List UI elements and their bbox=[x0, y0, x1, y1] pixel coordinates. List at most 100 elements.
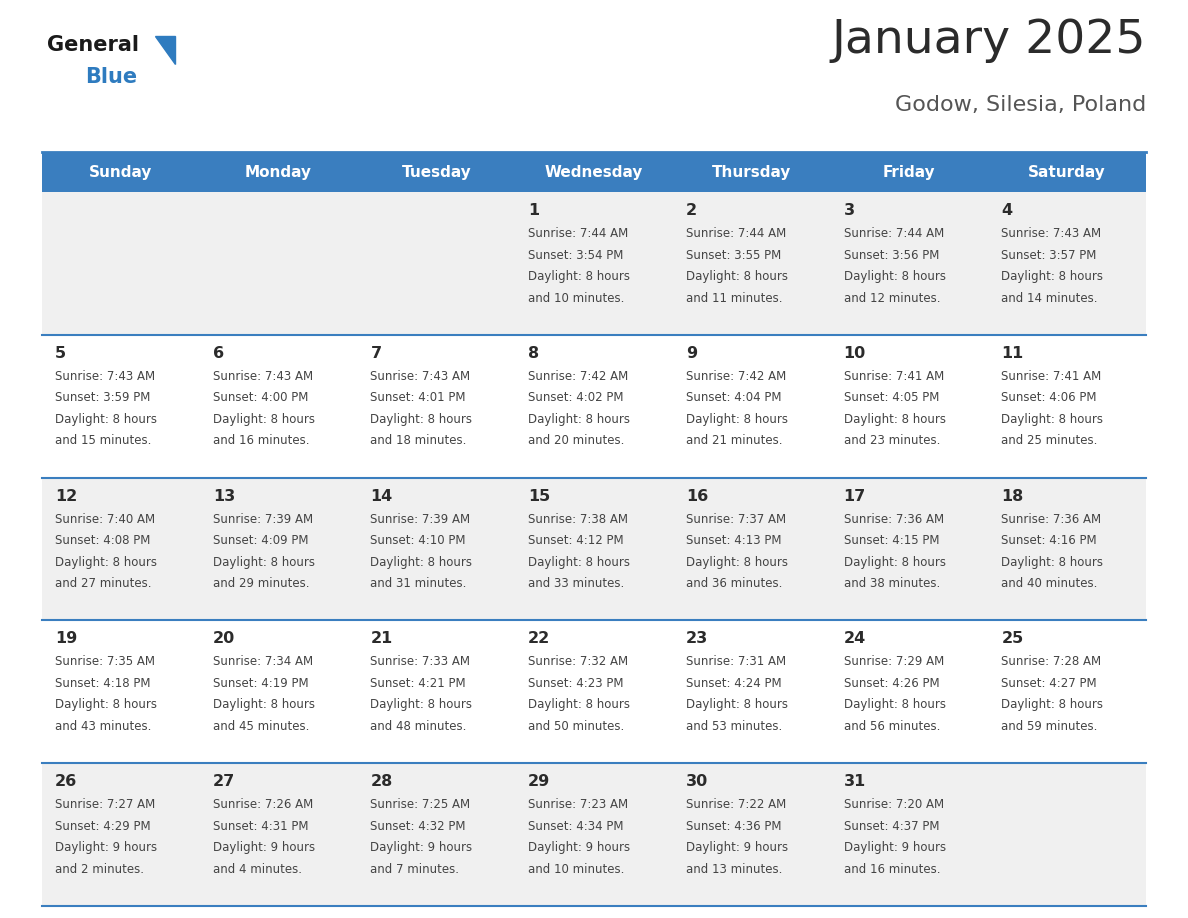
Text: 11: 11 bbox=[1001, 346, 1024, 361]
Text: and 12 minutes.: and 12 minutes. bbox=[843, 292, 940, 305]
Text: Sunset: 4:06 PM: Sunset: 4:06 PM bbox=[1001, 391, 1097, 404]
Text: Sunrise: 7:20 AM: Sunrise: 7:20 AM bbox=[843, 798, 943, 812]
Text: Sunrise: 7:44 AM: Sunrise: 7:44 AM bbox=[843, 227, 943, 240]
Text: and 16 minutes.: and 16 minutes. bbox=[213, 434, 309, 447]
Text: Daylight: 9 hours: Daylight: 9 hours bbox=[843, 841, 946, 855]
Bar bbox=[42, 763, 1146, 906]
Text: 3: 3 bbox=[843, 203, 854, 218]
Text: Sunset: 4:10 PM: Sunset: 4:10 PM bbox=[371, 534, 466, 547]
Text: and 18 minutes.: and 18 minutes. bbox=[371, 434, 467, 447]
Text: and 59 minutes.: and 59 minutes. bbox=[1001, 720, 1098, 733]
Text: Daylight: 8 hours: Daylight: 8 hours bbox=[685, 413, 788, 426]
Text: Sunrise: 7:28 AM: Sunrise: 7:28 AM bbox=[1001, 655, 1101, 668]
Text: Daylight: 9 hours: Daylight: 9 hours bbox=[55, 841, 157, 855]
Text: Sunset: 4:12 PM: Sunset: 4:12 PM bbox=[529, 534, 624, 547]
Text: and 53 minutes.: and 53 minutes. bbox=[685, 720, 782, 733]
Text: 5: 5 bbox=[55, 346, 67, 361]
Text: Sunset: 4:26 PM: Sunset: 4:26 PM bbox=[843, 677, 940, 690]
Text: Sunset: 4:15 PM: Sunset: 4:15 PM bbox=[843, 534, 939, 547]
Text: 14: 14 bbox=[371, 488, 393, 504]
Text: Sunrise: 7:43 AM: Sunrise: 7:43 AM bbox=[371, 370, 470, 383]
Text: 6: 6 bbox=[213, 346, 223, 361]
Text: and 14 minutes.: and 14 minutes. bbox=[1001, 292, 1098, 305]
Text: and 36 minutes.: and 36 minutes. bbox=[685, 577, 782, 590]
Text: 29: 29 bbox=[529, 774, 550, 789]
Text: 24: 24 bbox=[843, 632, 866, 646]
Text: Daylight: 8 hours: Daylight: 8 hours bbox=[1001, 699, 1104, 711]
Text: Daylight: 9 hours: Daylight: 9 hours bbox=[371, 841, 473, 855]
Text: Daylight: 8 hours: Daylight: 8 hours bbox=[1001, 413, 1104, 426]
Text: and 45 minutes.: and 45 minutes. bbox=[213, 720, 309, 733]
Text: Daylight: 8 hours: Daylight: 8 hours bbox=[843, 270, 946, 283]
Text: Daylight: 8 hours: Daylight: 8 hours bbox=[529, 413, 630, 426]
Text: and 16 minutes.: and 16 minutes. bbox=[843, 863, 940, 876]
Text: Daylight: 9 hours: Daylight: 9 hours bbox=[685, 841, 788, 855]
Text: Sunset: 4:00 PM: Sunset: 4:00 PM bbox=[213, 391, 308, 404]
Text: Sunrise: 7:42 AM: Sunrise: 7:42 AM bbox=[685, 370, 786, 383]
Text: Sunrise: 7:23 AM: Sunrise: 7:23 AM bbox=[529, 798, 628, 812]
Text: 28: 28 bbox=[371, 774, 393, 789]
Text: Sunrise: 7:35 AM: Sunrise: 7:35 AM bbox=[55, 655, 154, 668]
Text: and 38 minutes.: and 38 minutes. bbox=[843, 577, 940, 590]
Text: Sunrise: 7:44 AM: Sunrise: 7:44 AM bbox=[685, 227, 786, 240]
Text: Sunset: 4:02 PM: Sunset: 4:02 PM bbox=[529, 391, 624, 404]
Text: Sunrise: 7:32 AM: Sunrise: 7:32 AM bbox=[529, 655, 628, 668]
Text: and 15 minutes.: and 15 minutes. bbox=[55, 434, 151, 447]
Text: 26: 26 bbox=[55, 774, 77, 789]
Text: and 43 minutes.: and 43 minutes. bbox=[55, 720, 151, 733]
Text: 30: 30 bbox=[685, 774, 708, 789]
Text: Wednesday: Wednesday bbox=[545, 164, 643, 180]
Text: Sunrise: 7:42 AM: Sunrise: 7:42 AM bbox=[529, 370, 628, 383]
Text: Sunset: 4:31 PM: Sunset: 4:31 PM bbox=[213, 820, 308, 833]
Text: Sunset: 4:36 PM: Sunset: 4:36 PM bbox=[685, 820, 782, 833]
Text: Friday: Friday bbox=[883, 164, 936, 180]
Text: 25: 25 bbox=[1001, 632, 1024, 646]
Text: Saturday: Saturday bbox=[1029, 164, 1106, 180]
Text: and 25 minutes.: and 25 minutes. bbox=[1001, 434, 1098, 447]
Text: Sunrise: 7:41 AM: Sunrise: 7:41 AM bbox=[843, 370, 943, 383]
Text: Daylight: 8 hours: Daylight: 8 hours bbox=[843, 555, 946, 568]
Text: Sunrise: 7:31 AM: Sunrise: 7:31 AM bbox=[685, 655, 786, 668]
Text: and 13 minutes.: and 13 minutes. bbox=[685, 863, 782, 876]
Text: 20: 20 bbox=[213, 632, 235, 646]
Text: Monday: Monday bbox=[245, 164, 312, 180]
Text: 17: 17 bbox=[843, 488, 866, 504]
Bar bbox=[42, 192, 1146, 335]
Text: Sunset: 4:13 PM: Sunset: 4:13 PM bbox=[685, 534, 782, 547]
Text: Sunrise: 7:40 AM: Sunrise: 7:40 AM bbox=[55, 512, 156, 526]
Text: Daylight: 8 hours: Daylight: 8 hours bbox=[685, 555, 788, 568]
Text: Daylight: 8 hours: Daylight: 8 hours bbox=[529, 555, 630, 568]
Text: and 11 minutes.: and 11 minutes. bbox=[685, 292, 783, 305]
Text: Sunset: 4:37 PM: Sunset: 4:37 PM bbox=[843, 820, 939, 833]
Text: Daylight: 8 hours: Daylight: 8 hours bbox=[55, 555, 157, 568]
Text: and 27 minutes.: and 27 minutes. bbox=[55, 577, 152, 590]
Text: and 48 minutes.: and 48 minutes. bbox=[371, 720, 467, 733]
Text: Sunset: 4:19 PM: Sunset: 4:19 PM bbox=[213, 677, 309, 690]
Text: Daylight: 8 hours: Daylight: 8 hours bbox=[371, 699, 473, 711]
Text: 15: 15 bbox=[529, 488, 550, 504]
Text: Daylight: 8 hours: Daylight: 8 hours bbox=[529, 699, 630, 711]
Text: 13: 13 bbox=[213, 488, 235, 504]
Text: Sunrise: 7:43 AM: Sunrise: 7:43 AM bbox=[55, 370, 156, 383]
Text: Daylight: 8 hours: Daylight: 8 hours bbox=[371, 555, 473, 568]
Bar bbox=[42, 335, 1146, 477]
Text: and 56 minutes.: and 56 minutes. bbox=[843, 720, 940, 733]
Text: Sunset: 4:32 PM: Sunset: 4:32 PM bbox=[371, 820, 466, 833]
Text: 8: 8 bbox=[529, 346, 539, 361]
Text: Sunrise: 7:37 AM: Sunrise: 7:37 AM bbox=[685, 512, 786, 526]
Text: and 10 minutes.: and 10 minutes. bbox=[529, 292, 625, 305]
Text: and 31 minutes.: and 31 minutes. bbox=[371, 577, 467, 590]
Text: Daylight: 8 hours: Daylight: 8 hours bbox=[843, 699, 946, 711]
Text: Daylight: 8 hours: Daylight: 8 hours bbox=[213, 699, 315, 711]
Text: 21: 21 bbox=[371, 632, 393, 646]
Text: Sunrise: 7:34 AM: Sunrise: 7:34 AM bbox=[213, 655, 312, 668]
Text: 18: 18 bbox=[1001, 488, 1024, 504]
Text: Sunset: 4:08 PM: Sunset: 4:08 PM bbox=[55, 534, 151, 547]
Text: Sunset: 4:16 PM: Sunset: 4:16 PM bbox=[1001, 534, 1097, 547]
Text: Sunrise: 7:22 AM: Sunrise: 7:22 AM bbox=[685, 798, 786, 812]
Text: Sunrise: 7:39 AM: Sunrise: 7:39 AM bbox=[371, 512, 470, 526]
Polygon shape bbox=[154, 36, 175, 64]
Text: 1: 1 bbox=[529, 203, 539, 218]
Text: Daylight: 8 hours: Daylight: 8 hours bbox=[685, 270, 788, 283]
Text: Sunrise: 7:33 AM: Sunrise: 7:33 AM bbox=[371, 655, 470, 668]
